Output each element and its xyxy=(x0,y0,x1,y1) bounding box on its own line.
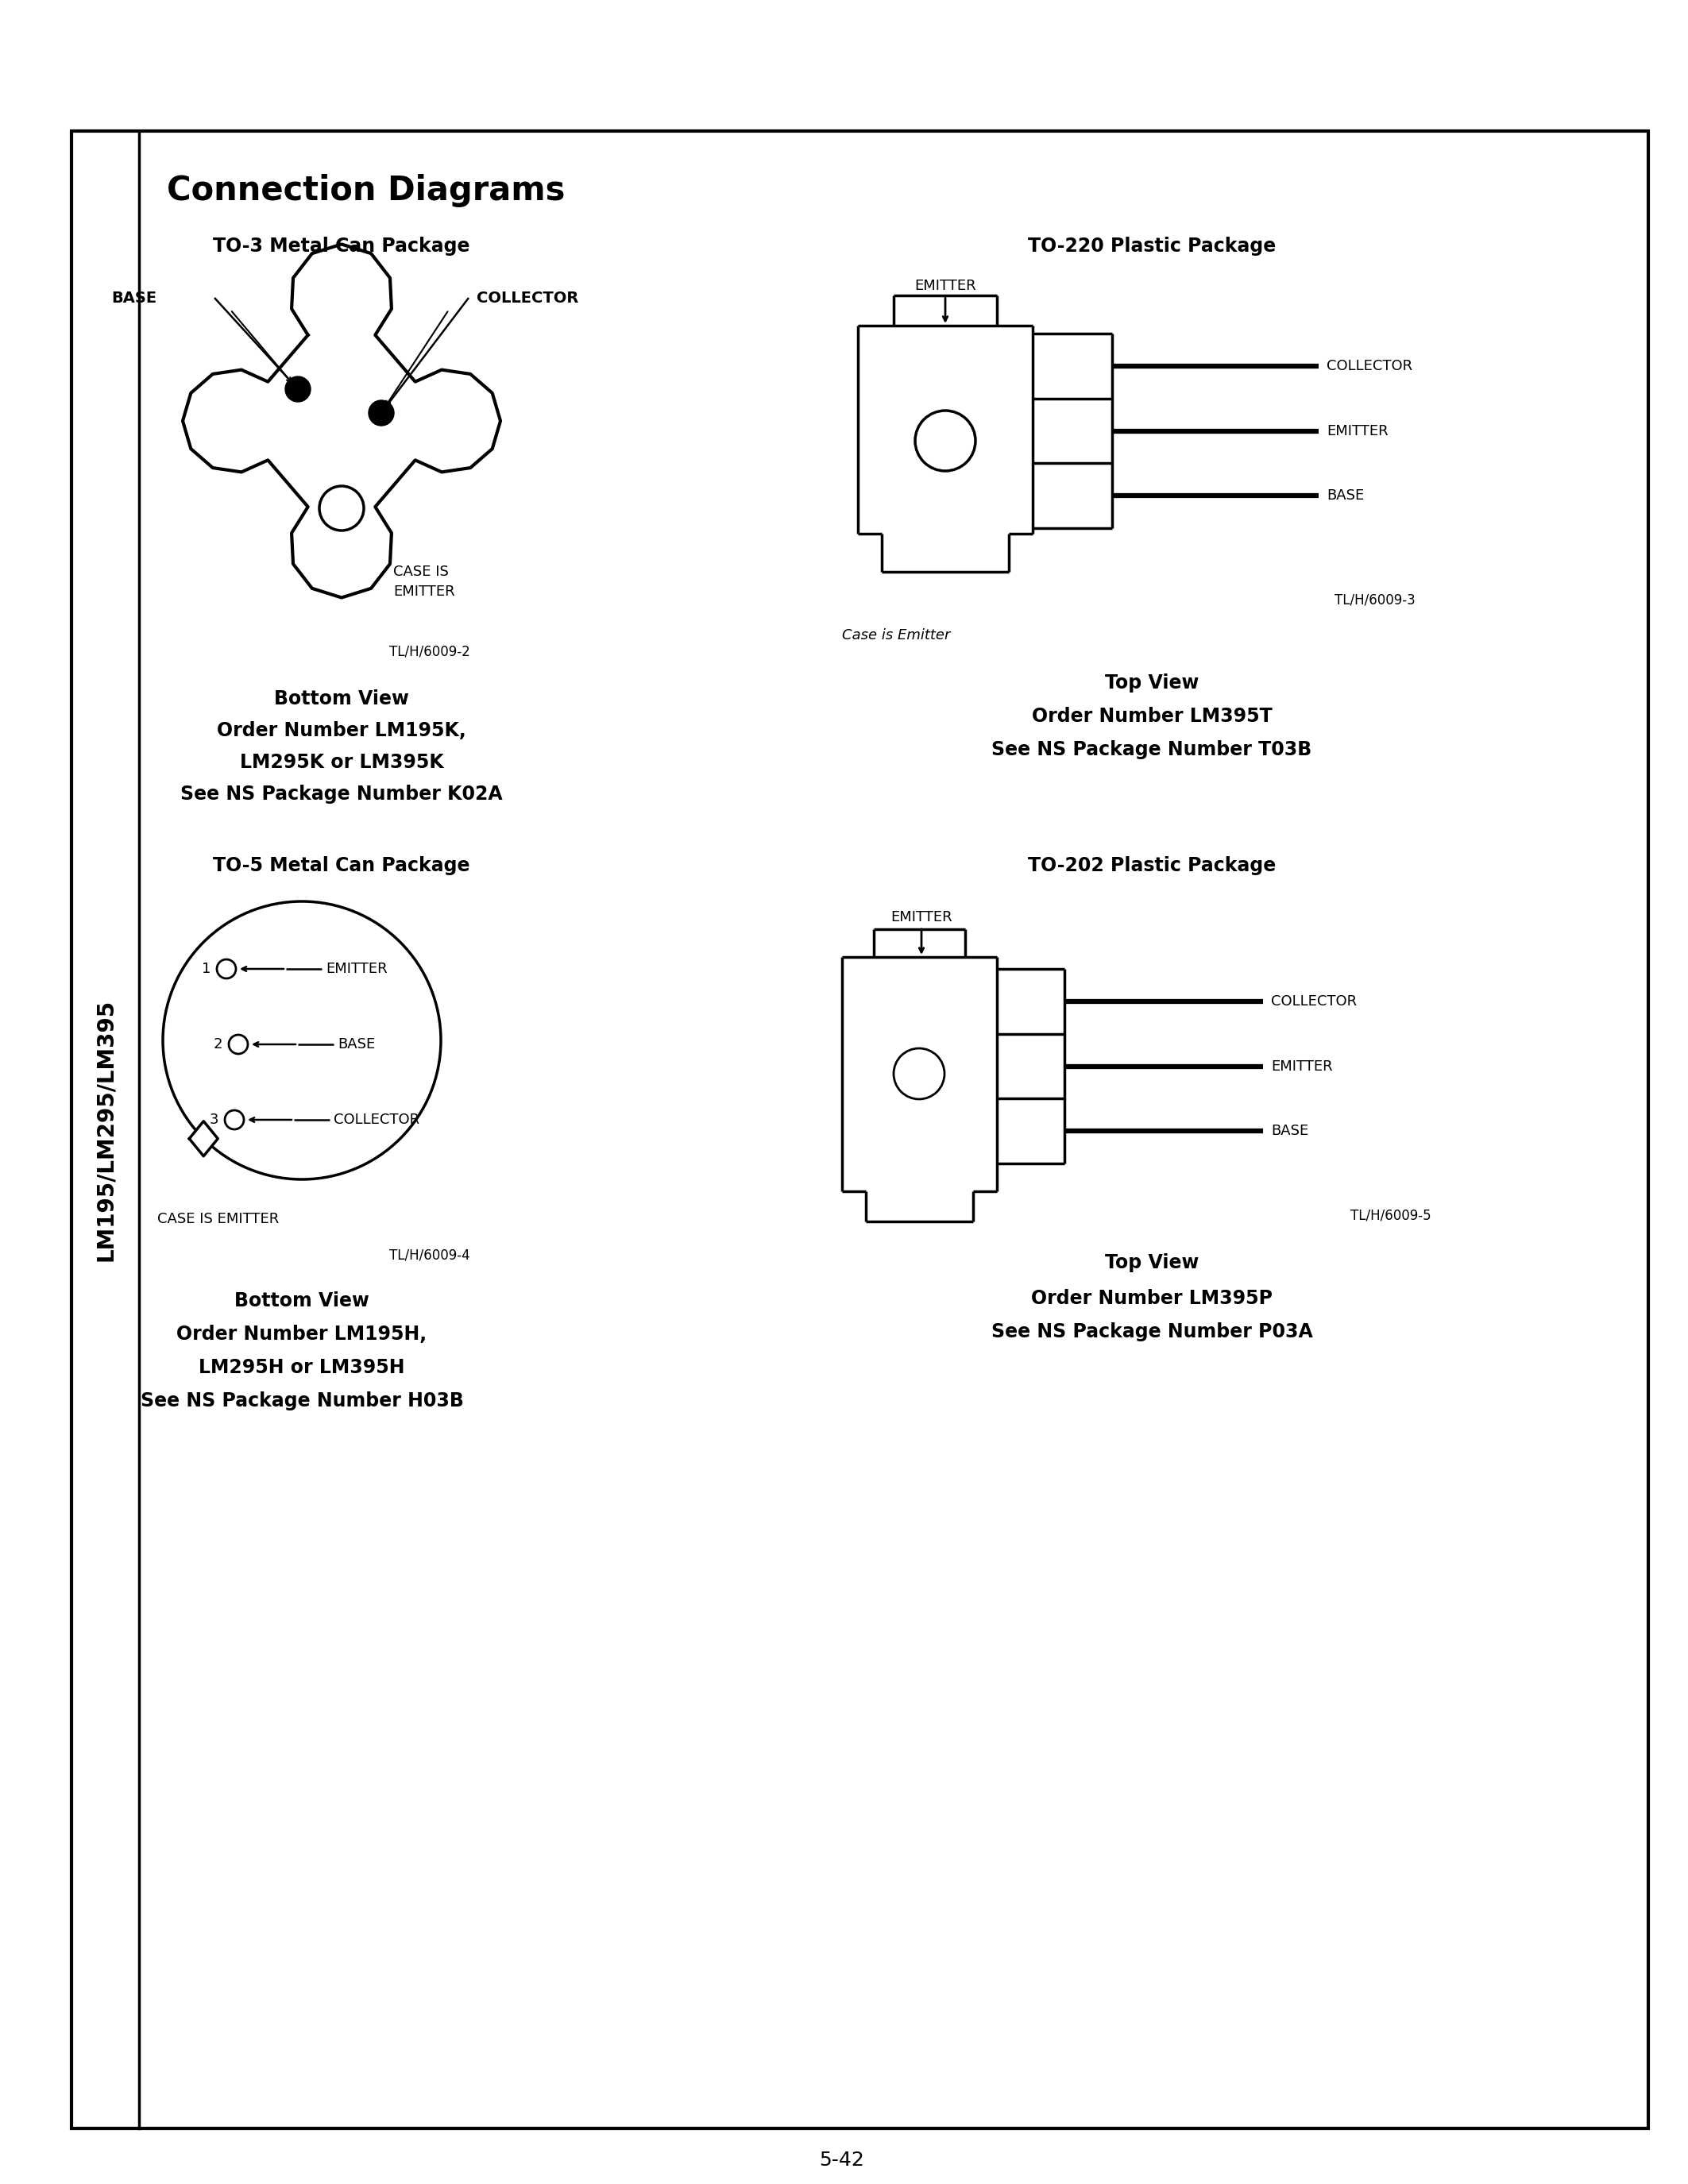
Text: Bottom View: Bottom View xyxy=(235,1291,370,1310)
Text: TL/H/6009-5: TL/H/6009-5 xyxy=(1350,1208,1431,1223)
Text: BASE: BASE xyxy=(338,1037,375,1051)
Text: EMITTER: EMITTER xyxy=(1271,1059,1332,1072)
Text: 5-42: 5-42 xyxy=(819,2151,864,2169)
Text: COLLECTOR: COLLECTOR xyxy=(334,1112,420,1127)
Circle shape xyxy=(216,959,236,978)
Circle shape xyxy=(225,1109,243,1129)
Text: Bottom View: Bottom View xyxy=(273,690,408,708)
Circle shape xyxy=(230,1035,248,1055)
Text: TO-3 Metal Can Package: TO-3 Metal Can Package xyxy=(213,236,469,256)
Text: See NS Package Number H03B: See NS Package Number H03B xyxy=(140,1391,464,1411)
Text: Order Number LM195K,: Order Number LM195K, xyxy=(218,721,466,740)
Text: EMITTER: EMITTER xyxy=(915,280,976,293)
Text: LM195/LM295/LM395: LM195/LM295/LM395 xyxy=(95,998,116,1260)
Text: See NS Package Number K02A: See NS Package Number K02A xyxy=(181,784,503,804)
Polygon shape xyxy=(182,245,500,598)
Text: BASE: BASE xyxy=(111,290,157,306)
Circle shape xyxy=(319,487,365,531)
Text: See NS Package Number P03A: See NS Package Number P03A xyxy=(991,1321,1313,1341)
Polygon shape xyxy=(189,1120,218,1155)
Circle shape xyxy=(285,376,311,402)
Text: EMITTER: EMITTER xyxy=(393,585,454,598)
Text: EMITTER: EMITTER xyxy=(891,911,952,924)
Circle shape xyxy=(893,1048,945,1099)
Text: COLLECTOR: COLLECTOR xyxy=(1271,994,1357,1009)
Text: CASE IS: CASE IS xyxy=(393,566,449,579)
Text: CASE IS EMITTER: CASE IS EMITTER xyxy=(157,1212,279,1225)
Circle shape xyxy=(162,902,441,1179)
Text: COLLECTOR: COLLECTOR xyxy=(1327,358,1413,373)
Text: TO-5 Metal Can Package: TO-5 Metal Can Package xyxy=(213,856,469,876)
Circle shape xyxy=(368,400,393,426)
Text: COLLECTOR: COLLECTOR xyxy=(476,290,579,306)
Text: 2: 2 xyxy=(213,1037,223,1051)
Text: TL/H/6009-2: TL/H/6009-2 xyxy=(390,644,469,657)
Text: BASE: BASE xyxy=(1271,1125,1308,1138)
Text: TO-220 Plastic Package: TO-220 Plastic Package xyxy=(1028,236,1276,256)
Text: Order Number LM395T: Order Number LM395T xyxy=(1031,708,1273,725)
Text: Top View: Top View xyxy=(1104,673,1198,692)
Text: TL/H/6009-3: TL/H/6009-3 xyxy=(1335,592,1415,607)
Circle shape xyxy=(915,411,976,472)
Text: BASE: BASE xyxy=(1327,489,1364,502)
Text: Order Number LM395P: Order Number LM395P xyxy=(1031,1289,1273,1308)
Text: TO-202 Plastic Package: TO-202 Plastic Package xyxy=(1028,856,1276,876)
Text: TL/H/6009-4: TL/H/6009-4 xyxy=(390,1247,469,1262)
Text: See NS Package Number T03B: See NS Package Number T03B xyxy=(991,740,1312,760)
Text: LM295H or LM395H: LM295H or LM395H xyxy=(199,1358,405,1378)
Text: LM295K or LM395K: LM295K or LM395K xyxy=(240,753,444,771)
Text: EMITTER: EMITTER xyxy=(1327,424,1388,439)
Text: Connection Diagrams: Connection Diagrams xyxy=(167,175,565,207)
Text: EMITTER: EMITTER xyxy=(326,961,387,976)
Text: 1: 1 xyxy=(201,961,211,976)
Text: 3: 3 xyxy=(209,1112,218,1127)
Text: Case is Emitter: Case is Emitter xyxy=(842,629,950,642)
Text: Order Number LM195H,: Order Number LM195H, xyxy=(177,1326,427,1343)
Text: Top View: Top View xyxy=(1104,1254,1198,1273)
